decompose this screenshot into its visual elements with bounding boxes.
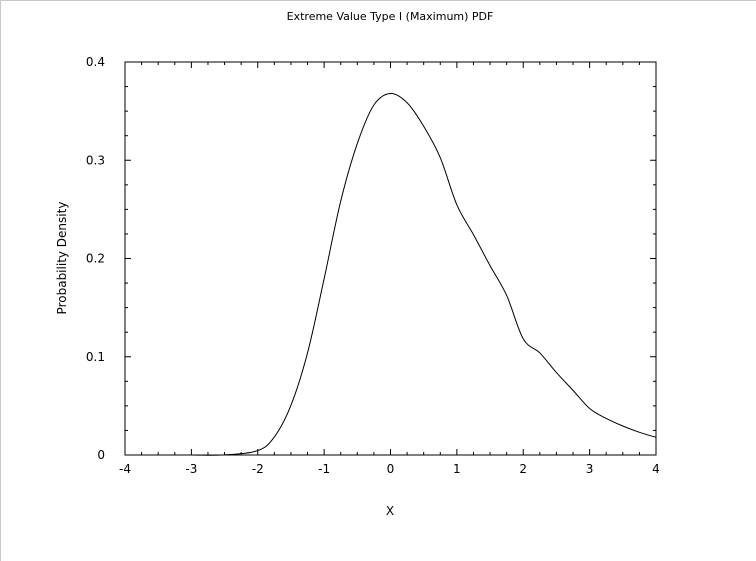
y-tick-label: 0 (97, 448, 105, 462)
y-axis: 0 0.1 0.2 0.3 0.4 (86, 55, 656, 462)
y-tick-label: 0.2 (86, 252, 105, 266)
x-tick-label: -4 (119, 462, 131, 476)
y-axis-title: Probability Density (55, 202, 69, 315)
x-axis: -4 -3 -2 -1 0 1 2 3 4 (119, 62, 660, 476)
y-tick-label: 0.4 (86, 55, 105, 69)
x-tick-label: 4 (652, 462, 660, 476)
x-tick-label: -2 (252, 462, 264, 476)
pdf-curve-line (124, 93, 657, 456)
x-tick-label: 2 (519, 462, 527, 476)
x-tick-label: -3 (185, 462, 197, 476)
plot-area-frame (124, 61, 657, 456)
x-tick-label: 0 (387, 462, 395, 476)
x-axis-title: X (386, 504, 394, 518)
y-tick-label: 0.1 (86, 350, 105, 364)
x-tick-label: -1 (318, 462, 330, 476)
y-tick-label: 0.3 (86, 153, 105, 167)
x-tick-label: 3 (586, 462, 594, 476)
chart-title: Extreme Value Type I (Maximum) PDF (287, 10, 494, 23)
x-tick-label: 1 (453, 462, 461, 476)
